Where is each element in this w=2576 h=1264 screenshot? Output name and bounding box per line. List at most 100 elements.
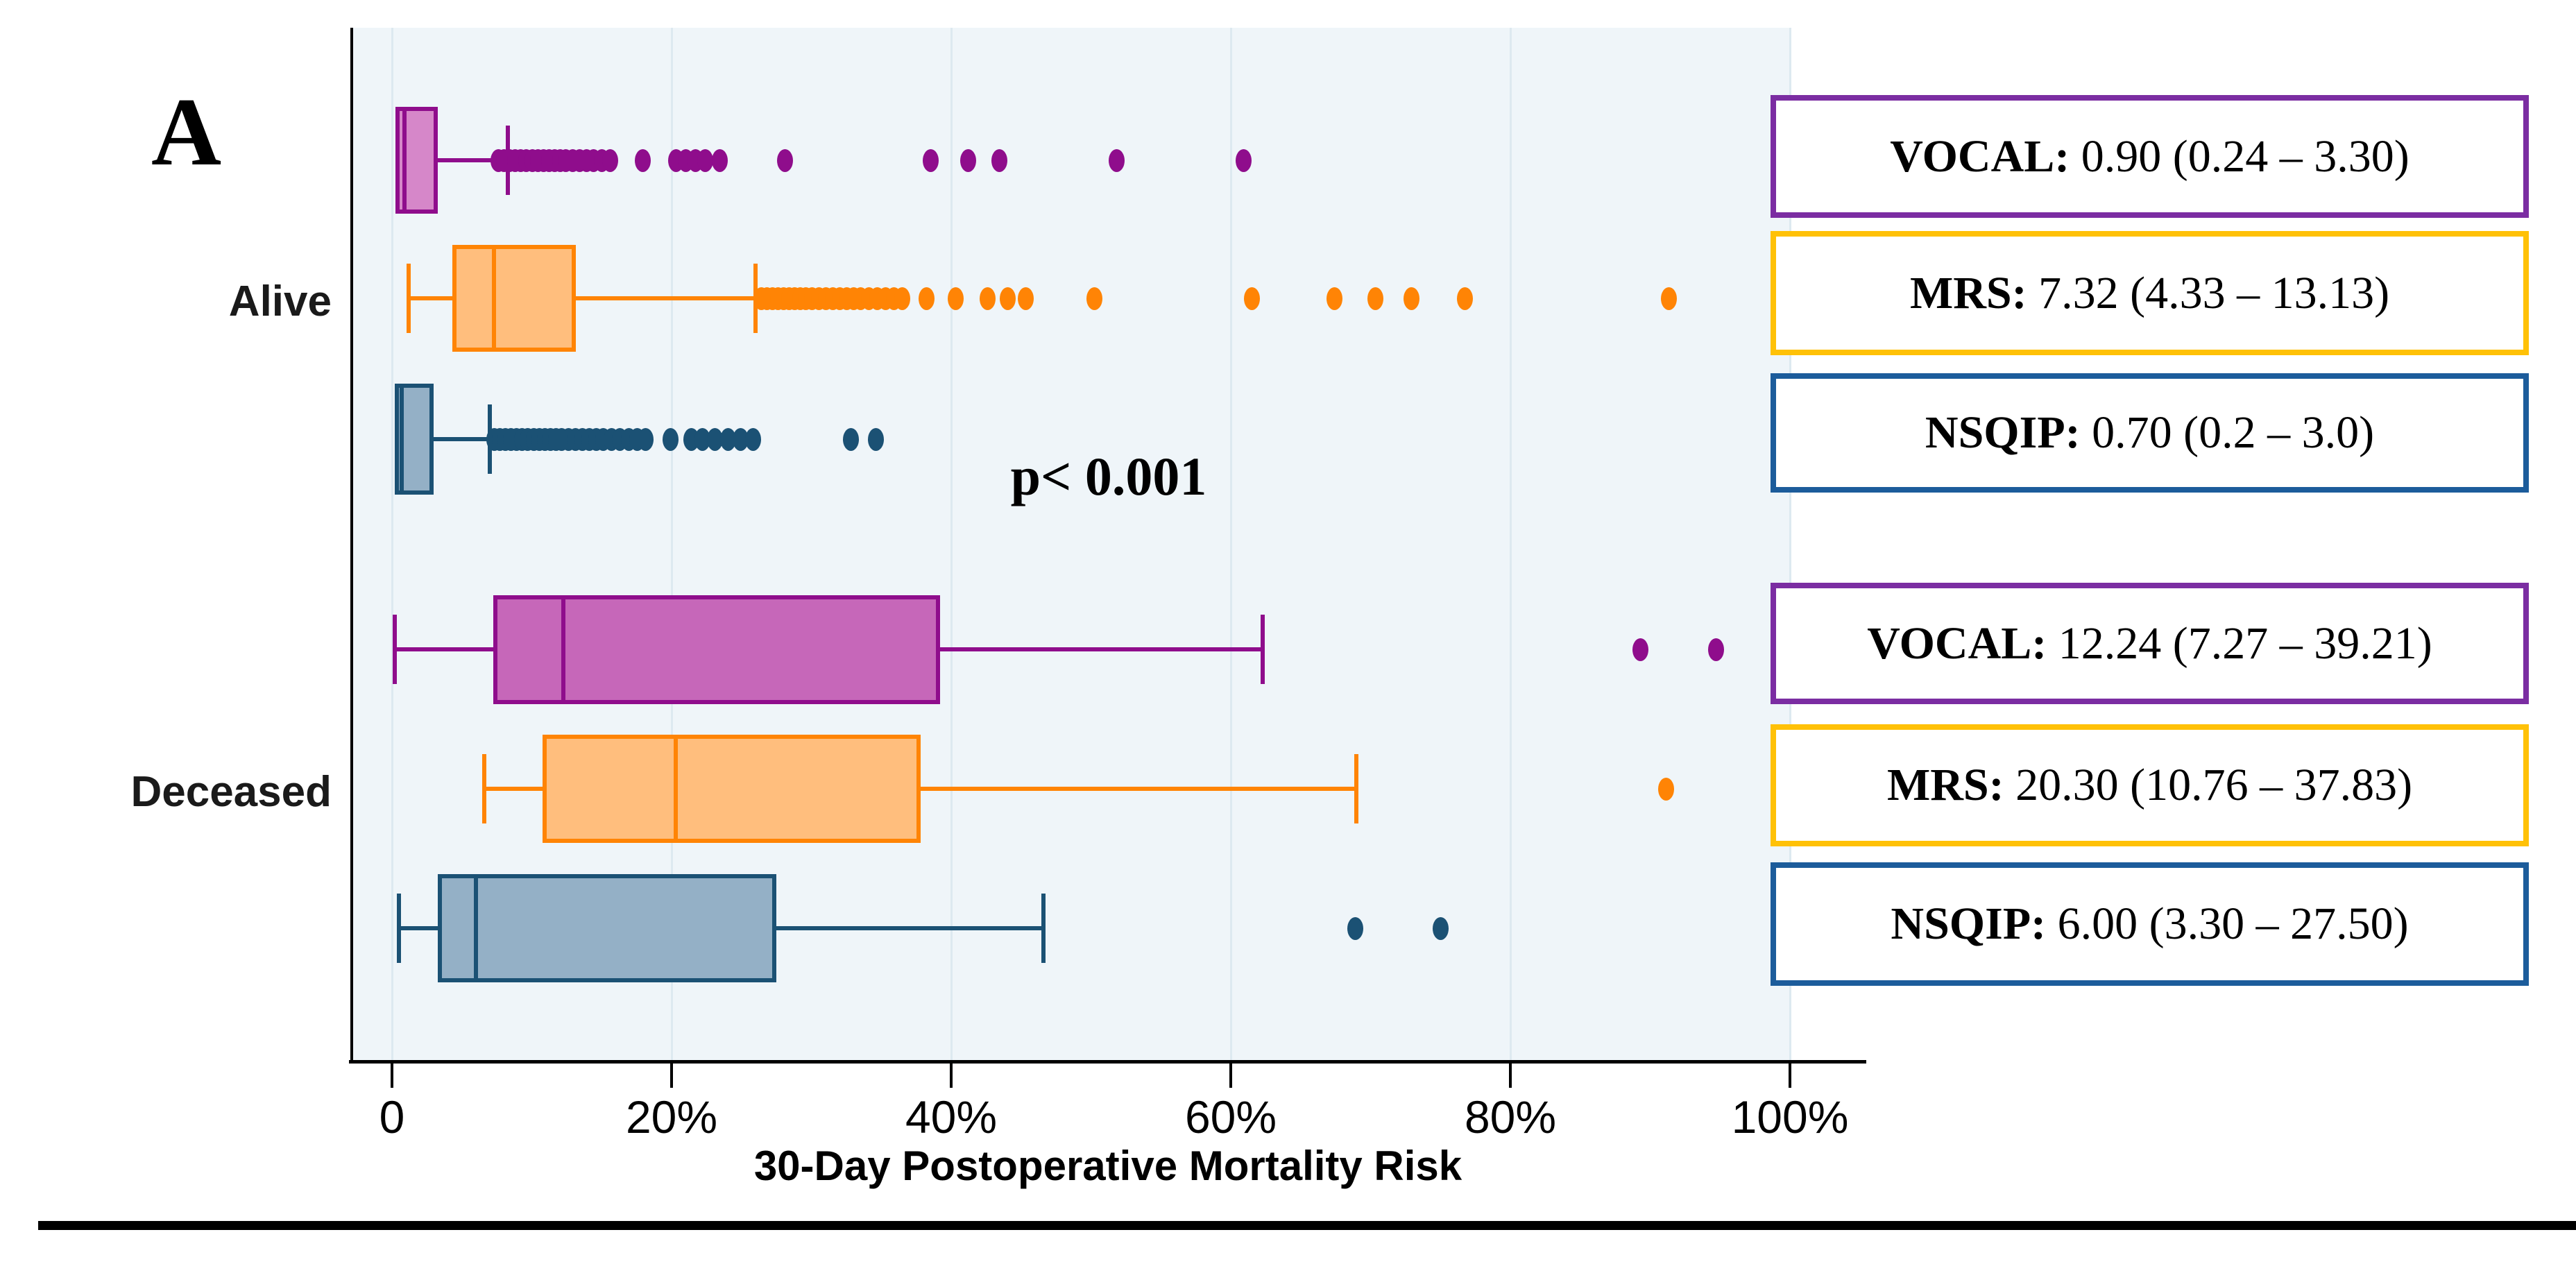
tick-label: 100% [1731,1091,1849,1143]
tick-mark [670,1064,673,1088]
outlier-dot [1632,638,1649,661]
outlier-dot [711,149,728,172]
box-mrs [542,735,921,843]
gridline [1229,28,1232,1060]
outlier-dot [697,149,714,172]
whisker-low [484,787,543,791]
legend-entry-text: VOCAL: 12.24 (7.27 – 39.21) [1867,617,2432,669]
tick-label: 0 [379,1091,405,1143]
outlier-dot [842,428,859,451]
outlier-dot [732,428,749,451]
legend-entry-text: VOCAL: 0.90 (0.24 – 3.30) [1890,130,2409,182]
outlier-dot [1708,638,1725,661]
tick-label: 20% [625,1091,718,1143]
outlier-dot [1327,287,1343,310]
gridline [1789,28,1791,1060]
whisker-low [409,296,453,300]
tick-label: 80% [1464,1091,1557,1143]
whisker-low [399,926,438,930]
outlier-dot [777,149,794,172]
legend-box-1: MRS: 7.32 (4.33 – 13.13) [1771,231,2529,355]
whisker-cap-low [407,264,411,333]
group-label-deceased: Deceased [130,768,332,816]
outlier-dot [707,428,724,451]
outlier-dot [1236,149,1252,172]
outlier-dot [980,287,996,310]
legend-box-0: VOCAL: 0.90 (0.24 – 3.30) [1771,95,2529,218]
median-line [400,386,404,492]
outlier-dot [662,428,679,451]
whisker-cap-low [393,615,398,684]
legend-box-4: MRS: 20.30 (10.76 – 37.83) [1771,724,2529,846]
median-line [674,737,679,840]
outlier-dot [634,149,651,172]
legend-entry-text: MRS: 20.30 (10.76 – 37.83) [1886,760,2413,810]
bottom-separator-line [38,1221,2576,1230]
outlier-dot [602,149,619,172]
median-line [561,597,565,701]
outlier-dot [999,287,1016,310]
whisker-cap-low [481,754,486,823]
outlier-dot [1017,287,1034,310]
median-line [402,110,407,211]
outlier-dot [948,287,964,310]
group-label-alive: Alive [228,277,332,325]
outlier-dot [1403,287,1419,310]
box-nsqip [438,874,777,982]
outlier-dot [719,428,736,451]
box-mrs [452,245,576,352]
median-line [492,248,497,349]
outlier-dot [1433,917,1449,940]
box-vocal [395,107,438,214]
outlier-dot [922,149,939,172]
whisker-low [395,647,494,651]
whisker-high [921,787,1357,791]
outlier-dot [694,428,711,451]
whisker-cap-high [1261,615,1265,684]
outlier-dot [1657,778,1674,801]
outlier-dot [1367,287,1383,310]
median-line [473,877,478,980]
tick-mark [1509,1064,1512,1088]
legend-entry-text: NSQIP: 6.00 (3.30 – 27.50) [1891,898,2409,949]
whisker-cap-high [1354,754,1359,823]
tick-mark [1789,1064,1791,1088]
outlier-dot [960,149,977,172]
legend-box-3: VOCAL: 12.24 (7.27 – 39.21) [1771,583,2529,704]
box-vocal [493,595,941,704]
outlier-dot [1108,149,1125,172]
tick-mark [1229,1064,1232,1088]
whisker-cap-low [397,894,402,963]
whisker-high [776,926,1043,930]
outlier-dot [637,428,654,451]
legend-box-5: NSQIP: 6.00 (3.30 – 27.50) [1771,862,2529,986]
outlier-dot [991,149,1007,172]
whisker-high [940,647,1263,651]
gridline [391,28,393,1060]
panel-letter: A [151,78,222,186]
outlier-dot [918,287,935,310]
legend-entry-text: MRS: 7.32 (4.33 – 13.13) [1909,267,2390,318]
legend-box-2: NSQIP: 0.70 (0.2 – 3.0) [1771,373,2529,493]
tick-label: 60% [1184,1091,1277,1143]
outlier-dot [1347,917,1364,940]
tick-label: 40% [905,1091,998,1143]
whisker-cap-high [1041,894,1046,963]
tick-mark [391,1064,393,1088]
outlier-dot [1244,287,1261,310]
whisker-high [434,437,491,441]
gridline [670,28,673,1060]
y-axis-line [350,28,353,1064]
gridline [950,28,953,1060]
x-axis-line [349,1060,1866,1064]
outlier-dot [868,428,885,451]
outlier-dot [894,287,911,310]
x-axis-title: 30-Day Postoperative Mortality Risk [753,1143,1462,1189]
outlier-dot [1086,287,1102,310]
tick-mark [950,1064,953,1088]
outlier-dot [1660,287,1677,310]
whisker-high [575,296,756,300]
legend-entry-text: NSQIP: 0.70 (0.2 – 3.0) [1925,407,2375,458]
